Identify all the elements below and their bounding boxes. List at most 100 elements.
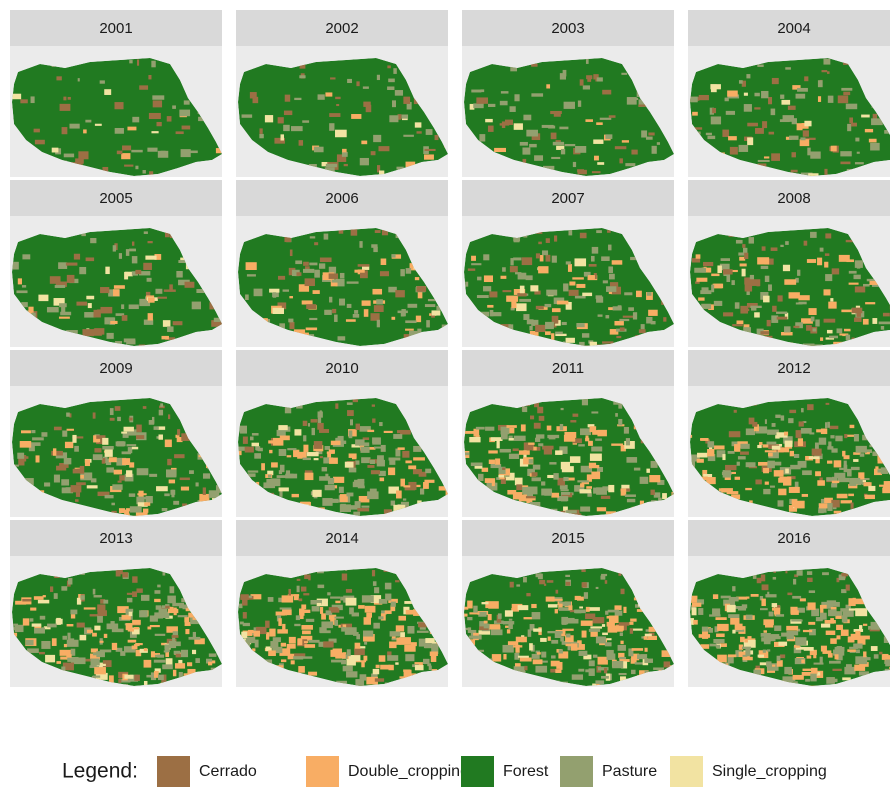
patch — [696, 278, 707, 282]
patch — [252, 687, 260, 694]
patch — [790, 451, 794, 456]
patch — [807, 578, 813, 582]
patch — [546, 597, 555, 602]
patch — [361, 457, 370, 463]
patch — [551, 687, 558, 692]
patch — [825, 274, 832, 281]
patch — [884, 481, 890, 487]
patch — [824, 289, 831, 295]
patch — [630, 619, 636, 622]
patch — [469, 437, 480, 442]
patch — [154, 660, 166, 663]
patch — [282, 595, 294, 602]
patch — [38, 600, 49, 604]
patch — [367, 430, 374, 432]
patch — [707, 449, 714, 456]
patch — [488, 614, 492, 620]
patch — [800, 137, 805, 140]
patch — [127, 127, 136, 131]
patch — [299, 75, 305, 78]
patch — [517, 293, 526, 296]
patch — [596, 684, 599, 691]
patch — [810, 232, 817, 238]
patch — [827, 600, 836, 603]
patch — [550, 111, 562, 114]
patch — [785, 441, 793, 447]
patch — [503, 654, 506, 660]
patch — [32, 687, 37, 691]
patch — [338, 336, 346, 340]
patch — [533, 628, 541, 631]
patch — [715, 617, 726, 620]
patch — [152, 417, 154, 424]
patch — [830, 638, 837, 644]
patch — [64, 458, 72, 464]
patch — [546, 290, 557, 296]
panel-title: 2007 — [551, 190, 584, 207]
patch — [405, 460, 411, 463]
patch — [331, 660, 343, 663]
patch — [825, 233, 831, 238]
patch — [786, 626, 798, 631]
patch — [620, 327, 625, 331]
patch — [482, 468, 488, 472]
patch — [126, 249, 129, 256]
patch — [809, 432, 814, 434]
patch — [555, 609, 558, 613]
patch — [126, 444, 136, 446]
patch — [758, 462, 767, 466]
patch — [171, 490, 174, 498]
patch — [149, 113, 161, 119]
patch — [193, 632, 196, 637]
patch — [155, 634, 166, 636]
patch — [694, 268, 706, 273]
patch — [102, 438, 108, 445]
patch — [538, 242, 542, 245]
patch — [127, 598, 132, 603]
patch — [544, 448, 552, 455]
patch — [846, 240, 853, 242]
patch — [469, 636, 479, 639]
patch — [645, 634, 652, 637]
patch — [99, 686, 110, 694]
patch — [518, 605, 529, 610]
patch — [787, 631, 799, 635]
patch — [187, 662, 192, 666]
patch — [594, 156, 599, 161]
patch — [335, 601, 340, 604]
patch — [363, 656, 367, 661]
patch — [268, 475, 271, 478]
patch — [839, 468, 844, 470]
patch — [302, 300, 313, 304]
patch — [314, 147, 324, 153]
patch — [245, 294, 249, 300]
patch — [861, 115, 870, 118]
patch — [488, 126, 494, 132]
patch — [583, 688, 589, 694]
patch — [735, 624, 743, 630]
patch — [162, 664, 173, 669]
patch — [285, 95, 290, 102]
patch — [792, 118, 797, 124]
patch — [399, 687, 403, 695]
patch — [129, 493, 135, 496]
patch — [134, 675, 140, 681]
patch — [347, 410, 354, 416]
patch — [143, 170, 146, 174]
patch — [129, 304, 139, 309]
patch — [304, 644, 315, 648]
patch — [591, 256, 595, 262]
patch — [313, 290, 320, 294]
patch — [344, 164, 348, 166]
patch — [270, 688, 282, 693]
patch — [60, 104, 71, 111]
patch — [563, 283, 568, 291]
patch — [329, 458, 338, 464]
panel-title: 2016 — [777, 530, 810, 547]
patch — [90, 659, 99, 666]
patch — [757, 445, 761, 448]
patch — [596, 487, 607, 495]
patch — [774, 625, 781, 631]
patch — [100, 287, 109, 293]
patch — [822, 70, 828, 72]
